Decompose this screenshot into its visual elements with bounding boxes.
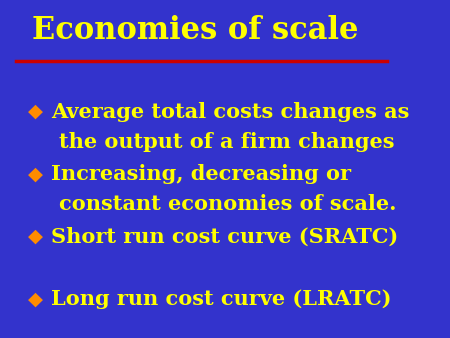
Text: Average total costs changes as: Average total costs changes as (51, 101, 410, 122)
Text: ◆: ◆ (27, 227, 43, 246)
Text: constant economies of scale.: constant economies of scale. (59, 194, 397, 215)
Text: ◆: ◆ (27, 290, 43, 309)
Text: ◆: ◆ (27, 165, 43, 184)
Text: Long run cost curve (LRATC): Long run cost curve (LRATC) (51, 289, 392, 309)
Text: ◆: ◆ (27, 102, 43, 121)
Text: Economies of scale: Economies of scale (32, 15, 358, 46)
Text: Short run cost curve (SRATC): Short run cost curve (SRATC) (51, 226, 399, 247)
Text: Increasing, decreasing or: Increasing, decreasing or (51, 164, 351, 184)
Text: the output of a firm changes: the output of a firm changes (59, 132, 395, 152)
